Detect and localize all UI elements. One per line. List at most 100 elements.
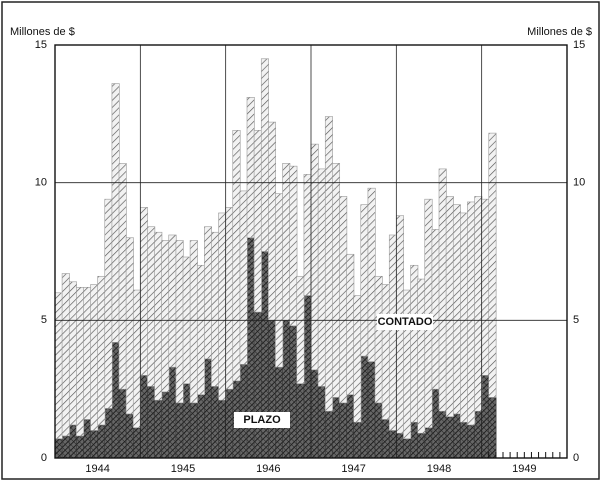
contado-bar	[268, 121, 277, 321]
plazo-bar	[445, 416, 454, 459]
contado-bar	[332, 163, 341, 398]
contado-bar	[246, 97, 255, 239]
contado-bar	[204, 226, 213, 360]
annotation: PLAZO	[243, 414, 281, 426]
plazo-bar	[303, 295, 312, 459]
x-tick-label: 1949	[512, 463, 536, 475]
plazo-bar	[132, 427, 141, 459]
plazo-bar	[196, 394, 205, 459]
contado-bar	[310, 143, 319, 371]
contado-bar	[360, 204, 369, 357]
contado-bar	[83, 286, 92, 420]
y-tick-label: 15	[35, 39, 47, 51]
plazo-bar	[118, 388, 127, 459]
plazo-bar	[76, 435, 85, 459]
plazo-bar	[68, 424, 77, 459]
plazo-bar	[282, 320, 291, 459]
y-tick-label: 10	[35, 177, 47, 189]
contado-bar	[424, 198, 433, 429]
plazo-bar	[467, 424, 476, 459]
plazo-bar	[182, 383, 191, 459]
plazo-bar	[140, 375, 149, 459]
contado-bar	[196, 264, 205, 395]
contado-bar	[97, 275, 106, 426]
contado-bar	[289, 165, 298, 327]
contado-bar	[367, 187, 376, 362]
contado-bar	[417, 278, 426, 434]
contado-bar	[275, 193, 284, 368]
plazo-bar	[104, 408, 113, 459]
plazo-bar	[381, 419, 390, 459]
plazo-bar	[403, 438, 412, 459]
contado-bar	[125, 237, 134, 415]
annotation: CONTADO	[378, 316, 433, 328]
plazo-bar	[460, 421, 469, 459]
plazo-bar	[410, 421, 419, 459]
contado-bar	[132, 289, 141, 429]
plazo-bar	[147, 386, 156, 459]
contado-bar	[481, 198, 490, 376]
plazo-bar	[154, 399, 163, 459]
contado-bar	[232, 130, 241, 382]
plazo-bar	[90, 430, 99, 459]
plazo-bar	[97, 424, 106, 459]
y-tick-label-right: 10	[573, 177, 585, 189]
plazo-bar	[310, 369, 319, 459]
plazo-bar	[481, 375, 490, 459]
contado-bar	[467, 201, 476, 426]
contado-bar	[346, 253, 355, 395]
contado-bar	[324, 116, 333, 412]
plazo-bar	[253, 311, 262, 459]
contado-bar	[211, 231, 220, 387]
plazo-bar	[374, 402, 383, 459]
plazo-bar	[346, 394, 355, 459]
contado-bar	[431, 229, 440, 390]
plazo-bar	[339, 402, 348, 459]
y-tick-label: 0	[41, 452, 47, 464]
contado-bar	[147, 226, 156, 387]
x-tick-label: 1944	[85, 463, 109, 475]
plazo-bar	[388, 430, 397, 459]
plazo-bar	[168, 366, 177, 459]
contado-bar	[339, 196, 348, 404]
contado-bar	[445, 196, 454, 417]
plazo-bar	[61, 435, 70, 459]
plazo-bar	[424, 427, 433, 459]
plot-border	[54, 44, 568, 459]
plazo-bar	[83, 419, 92, 459]
contado-bar	[140, 207, 149, 376]
contado-bar	[260, 58, 269, 252]
plazo-bar	[161, 391, 170, 459]
contado-bar	[168, 234, 177, 368]
plazo-bar	[125, 413, 134, 459]
contado-bar	[218, 212, 227, 401]
contado-bar	[282, 163, 291, 321]
contado-bar	[381, 284, 390, 420]
plazo-bar	[218, 399, 227, 459]
plazo-bar	[204, 358, 213, 459]
y-axis-label-left: Millones de $	[10, 26, 75, 38]
plazo-bar	[175, 402, 184, 459]
contado-bar	[154, 231, 163, 401]
plazo-bar	[268, 320, 277, 459]
y-tick-label-right: 5	[573, 314, 579, 326]
contado-bar	[296, 275, 305, 384]
contado-bar	[374, 275, 383, 404]
annotation-box	[377, 314, 433, 330]
contado-bar	[460, 212, 469, 423]
contado-bar	[118, 163, 127, 390]
x-tick-label: 1946	[256, 463, 280, 475]
contado-bar	[111, 83, 120, 343]
contado-bar	[317, 168, 326, 387]
contado-bar	[68, 281, 77, 426]
plazo-bar	[211, 386, 220, 459]
contado-bar	[488, 132, 497, 398]
contado-bar	[253, 130, 262, 313]
contado-bar	[189, 240, 198, 404]
contado-bar	[303, 174, 312, 296]
plazo-bar	[225, 388, 234, 459]
plazo-bar	[317, 386, 326, 459]
plazo-bar	[360, 355, 369, 459]
plazo-bar	[289, 325, 298, 459]
